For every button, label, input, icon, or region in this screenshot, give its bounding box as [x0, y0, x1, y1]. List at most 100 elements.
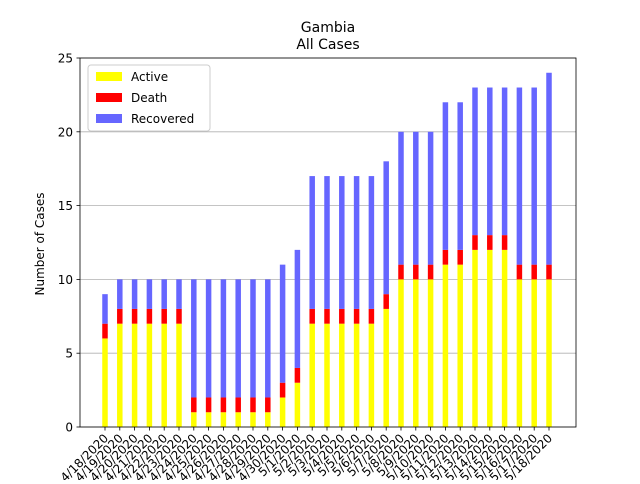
bar-death	[383, 294, 389, 309]
bar-active	[442, 264, 449, 427]
bar-recovered	[546, 72, 552, 265]
bar-active	[531, 279, 537, 427]
bar-death	[205, 397, 212, 413]
bar-active	[235, 412, 241, 427]
chart-subtitle: All Cases	[296, 37, 359, 53]
bar-active	[457, 264, 463, 427]
bar-active	[117, 323, 123, 427]
bar-recovered	[176, 279, 182, 309]
bar-active	[383, 308, 389, 427]
bar-recovered	[413, 131, 419, 265]
bar-active	[516, 279, 523, 427]
bar-death	[265, 397, 271, 413]
bar-recovered	[501, 87, 508, 236]
bar-death	[294, 367, 301, 383]
bar-active	[265, 412, 271, 427]
y-axis-label: Number of Cases	[33, 192, 47, 295]
legend-swatch	[96, 72, 122, 81]
bar-active	[501, 249, 508, 427]
y-tick-label: 5	[65, 347, 73, 361]
bar-active	[324, 323, 330, 427]
bar-active	[161, 323, 167, 427]
bars	[102, 72, 552, 427]
bar-recovered	[265, 279, 271, 398]
y-tick-label: 20	[58, 125, 73, 139]
bar-recovered	[457, 102, 463, 250]
bar-death	[324, 308, 330, 324]
bar-active	[398, 279, 404, 427]
bar-recovered	[191, 279, 197, 398]
bar-active	[279, 397, 286, 427]
plot-frame	[79, 57, 577, 428]
bar-recovered	[102, 294, 108, 324]
bar-active	[176, 323, 182, 427]
bar-death	[457, 249, 463, 265]
bar-recovered	[516, 87, 523, 265]
bar-death	[191, 397, 197, 413]
axes: 05101520254/18/20204/19/20204/20/20204/2…	[58, 52, 577, 484]
bar-recovered	[472, 87, 478, 236]
bar-active	[294, 382, 301, 427]
bar-recovered	[442, 102, 449, 250]
legend-swatch	[96, 93, 122, 102]
bar-death	[279, 382, 286, 398]
bar-recovered	[279, 264, 286, 383]
bar-active	[546, 279, 552, 427]
bar-recovered	[250, 279, 256, 398]
bar-death	[413, 264, 419, 280]
bar-active	[339, 323, 345, 427]
bar-active	[250, 412, 256, 427]
bar-recovered	[487, 87, 493, 236]
bar-active	[146, 323, 153, 427]
bar-recovered	[398, 131, 404, 265]
y-tick-label: 15	[58, 199, 73, 213]
bar-death	[220, 397, 227, 413]
bar-recovered	[383, 161, 389, 295]
bar-death	[146, 308, 153, 324]
bar-active	[427, 279, 434, 427]
bar-death	[131, 308, 138, 324]
bar-recovered	[531, 87, 537, 265]
legend-label: Recovered	[131, 112, 194, 126]
bar-death	[368, 308, 375, 324]
bar-death	[546, 264, 552, 280]
bar-active	[191, 412, 197, 427]
bar-active	[472, 249, 478, 427]
bar-active	[353, 323, 360, 427]
bar-death	[427, 264, 434, 280]
bar-death	[487, 235, 493, 250]
bar-active	[368, 323, 375, 427]
bar-death	[472, 235, 478, 250]
bar-death	[531, 264, 537, 280]
bar-death	[339, 308, 345, 324]
bar-death	[516, 264, 523, 280]
bar-recovered	[161, 279, 167, 309]
bar-death	[161, 308, 167, 324]
bar-recovered	[131, 279, 138, 309]
bar-death	[501, 235, 508, 250]
legend-label: Active	[131, 70, 168, 84]
bar-recovered	[294, 249, 301, 368]
bar-death	[442, 249, 449, 265]
bar-active	[309, 323, 315, 427]
bar-recovered	[427, 131, 434, 265]
bar-recovered	[146, 279, 153, 309]
bar-recovered	[235, 279, 241, 398]
bar-death	[235, 397, 241, 413]
bar-active	[413, 279, 419, 427]
y-tick-label: 0	[65, 421, 73, 435]
y-tick-label: 25	[58, 52, 73, 66]
bar-active	[131, 323, 138, 427]
bar-recovered	[368, 176, 375, 309]
legend: Active Death Recovered	[87, 64, 211, 132]
bar-recovered	[205, 279, 212, 398]
bar-active	[487, 249, 493, 427]
bar-death	[250, 397, 256, 413]
y-tick-label: 10	[58, 273, 73, 287]
bar-death	[176, 308, 182, 324]
bar-death	[102, 323, 108, 339]
bar-recovered	[353, 176, 360, 309]
bar-recovered	[324, 176, 330, 309]
